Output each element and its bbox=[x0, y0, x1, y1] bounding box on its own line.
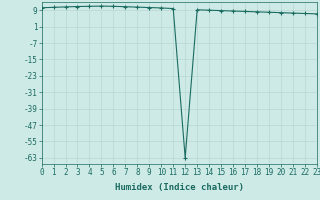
X-axis label: Humidex (Indice chaleur): Humidex (Indice chaleur) bbox=[115, 183, 244, 192]
